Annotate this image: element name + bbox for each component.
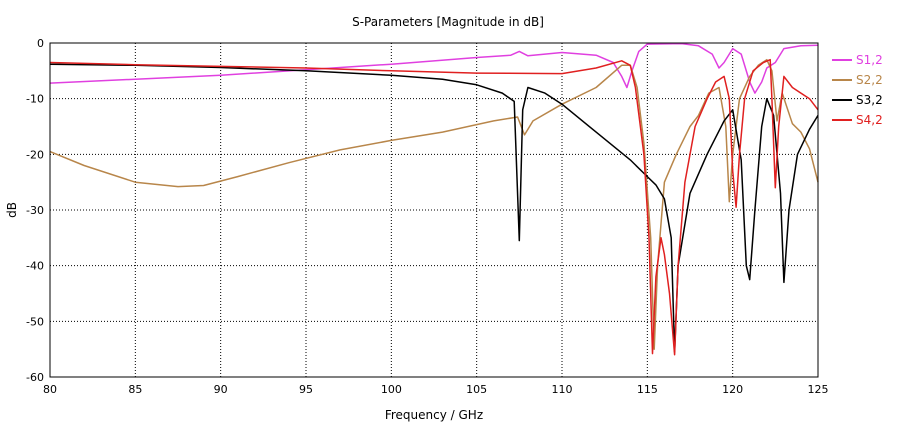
x-tick-label: 90 — [214, 383, 228, 396]
y-tick-label: 0 — [37, 37, 44, 50]
legend-label-S22: S2,2 — [856, 73, 883, 87]
x-tick-label: 95 — [299, 383, 313, 396]
x-tick-label: 105 — [466, 383, 487, 396]
x-tick-label: 85 — [128, 383, 142, 396]
x-tick-label: 125 — [808, 383, 829, 396]
legend-label-S12: S1,2 — [856, 53, 883, 67]
y-tick-label: -20 — [26, 148, 44, 161]
series-line-S12 — [49, 42, 819, 94]
x-tick-label: 80 — [43, 383, 57, 396]
x-tick-label: 120 — [722, 383, 743, 396]
y-tick-label: -40 — [26, 260, 44, 273]
y-axis-label: dB — [5, 202, 19, 218]
y-tick-label: -10 — [26, 93, 44, 106]
ticks: 80 85 90 95 100 105 110 115 120 125 0 -10 -20 -30 -40 -… — [26, 37, 828, 396]
y-tick-label: -50 — [26, 315, 44, 328]
plot-frame — [49, 42, 819, 378]
legend-label-S32: S3,2 — [856, 93, 883, 107]
legend: S1,2 S2,2 S3,2 S4,2 — [832, 53, 883, 127]
x-tick-label: 100 — [381, 383, 402, 396]
y-tick-label: -30 — [26, 204, 44, 217]
series-line-S42 — [49, 58, 819, 356]
x-tick-label: 110 — [552, 383, 573, 396]
x-tick-label: 115 — [637, 383, 658, 396]
series-line-S32 — [49, 63, 819, 353]
series-line-S22 — [49, 58, 819, 350]
x-axis-label: Frequency / GHz — [385, 408, 483, 422]
y-tick-label: -60 — [26, 371, 44, 384]
legend-label-S42: S4,2 — [856, 113, 883, 127]
series-group — [49, 42, 819, 356]
chart-title: S-Parameters [Magnitude in dB] — [352, 15, 544, 29]
